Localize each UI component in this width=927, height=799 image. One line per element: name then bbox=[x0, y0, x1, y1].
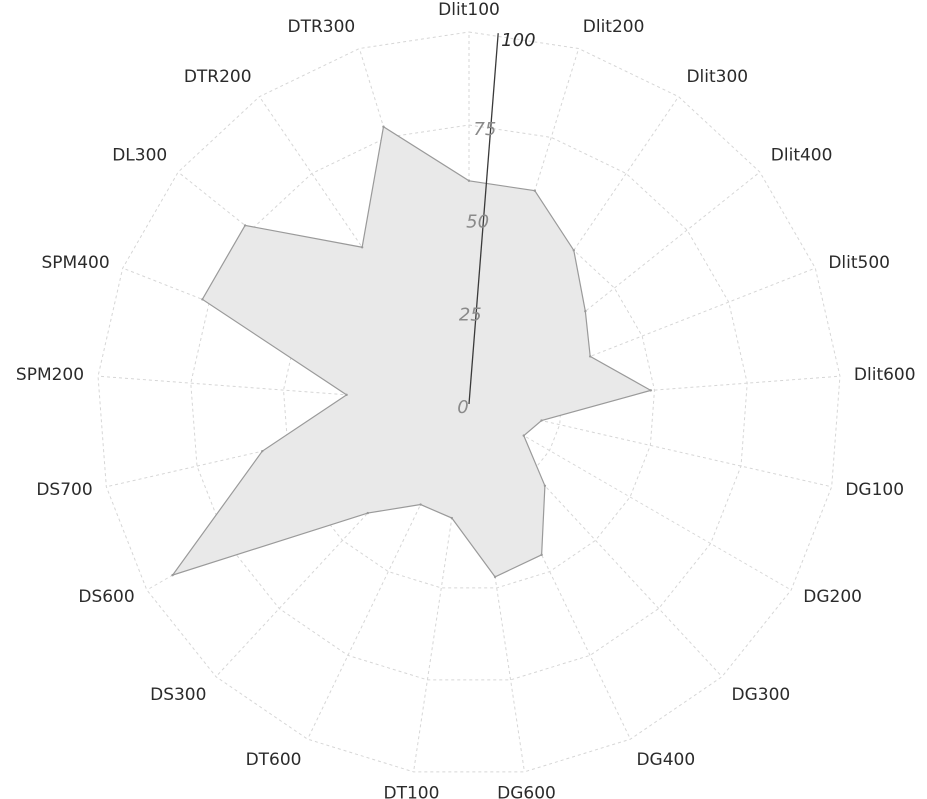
data-point-Dlit500 bbox=[588, 355, 592, 358]
radial-axis-line bbox=[468, 33, 499, 405]
data-point-Dlit300 bbox=[572, 249, 575, 252]
radial-tick-50: 50 bbox=[466, 212, 489, 233]
data-point-DS700 bbox=[261, 449, 264, 453]
data-point-DL300 bbox=[243, 224, 247, 227]
data-point-DS600 bbox=[171, 573, 174, 577]
category-label-DT600: DT600 bbox=[246, 750, 302, 770]
category-label-DS300: DS300 bbox=[150, 685, 206, 705]
category-label-Dlit400: Dlit400 bbox=[771, 145, 833, 165]
category-label-DS600: DS600 bbox=[78, 587, 134, 607]
radial-tick-75: 75 bbox=[473, 119, 496, 140]
category-label-DTR300: DTR300 bbox=[287, 17, 355, 37]
category-label-DG100: DG100 bbox=[845, 480, 904, 500]
series-area bbox=[171, 125, 653, 578]
category-label-DT100: DT100 bbox=[384, 784, 440, 799]
category-label-DTR200: DTR200 bbox=[184, 67, 252, 87]
data-point-Dlit600 bbox=[649, 389, 652, 392]
category-label-DG300: DG300 bbox=[732, 685, 791, 705]
radial-tick-0: 0 bbox=[457, 397, 468, 418]
data-point-Dlit200 bbox=[533, 189, 536, 192]
data-point-DG600 bbox=[493, 575, 497, 579]
radial-tick-100: 100 bbox=[501, 30, 535, 51]
category-label-DG200: DG200 bbox=[803, 587, 862, 607]
category-label-DG400: DG400 bbox=[636, 750, 695, 770]
grid-ring-2 bbox=[283, 217, 655, 589]
category-label-SPM200: SPM200 bbox=[16, 365, 84, 385]
data-point-DT100 bbox=[450, 516, 454, 520]
category-label-Dlit100: Dlit100 bbox=[438, 0, 500, 20]
category-label-Dlit300: Dlit300 bbox=[686, 67, 748, 87]
data-point-SPM400 bbox=[201, 298, 204, 301]
category-label-DL300: DL300 bbox=[112, 145, 167, 165]
data-point-DG300 bbox=[543, 484, 547, 488]
grid-ring-4 bbox=[97, 31, 841, 773]
category-label-DG600: DG600 bbox=[497, 784, 556, 799]
category-label-SPM400: SPM400 bbox=[42, 253, 110, 273]
data-point-Dlit100 bbox=[467, 179, 471, 182]
data-point-DTR300 bbox=[382, 125, 385, 128]
category-label-Dlit600: Dlit600 bbox=[854, 365, 916, 385]
data-point-DG100 bbox=[540, 419, 543, 422]
data-point-DT600 bbox=[419, 503, 422, 506]
data-point-Dlit400 bbox=[584, 310, 587, 313]
radial-axis: 0 25 50 75 100 bbox=[457, 30, 535, 418]
category-label-Dlit200: Dlit200 bbox=[583, 17, 645, 37]
data-point-DS300 bbox=[366, 511, 369, 515]
data-point-SPM200 bbox=[345, 393, 348, 397]
radar-series bbox=[171, 125, 653, 579]
data-point-DG200 bbox=[522, 434, 525, 437]
data-point-DTR200 bbox=[360, 246, 364, 249]
category-label-DS700: DS700 bbox=[36, 480, 92, 500]
category-labels: Dlit100 Dlit200 Dlit300 Dlit400 Dlit500 Dlit6… bbox=[16, 0, 916, 799]
category-label-Dlit500: Dlit500 bbox=[828, 253, 890, 273]
radial-tick-25: 25 bbox=[459, 304, 482, 325]
data-point-DG400 bbox=[540, 553, 543, 557]
